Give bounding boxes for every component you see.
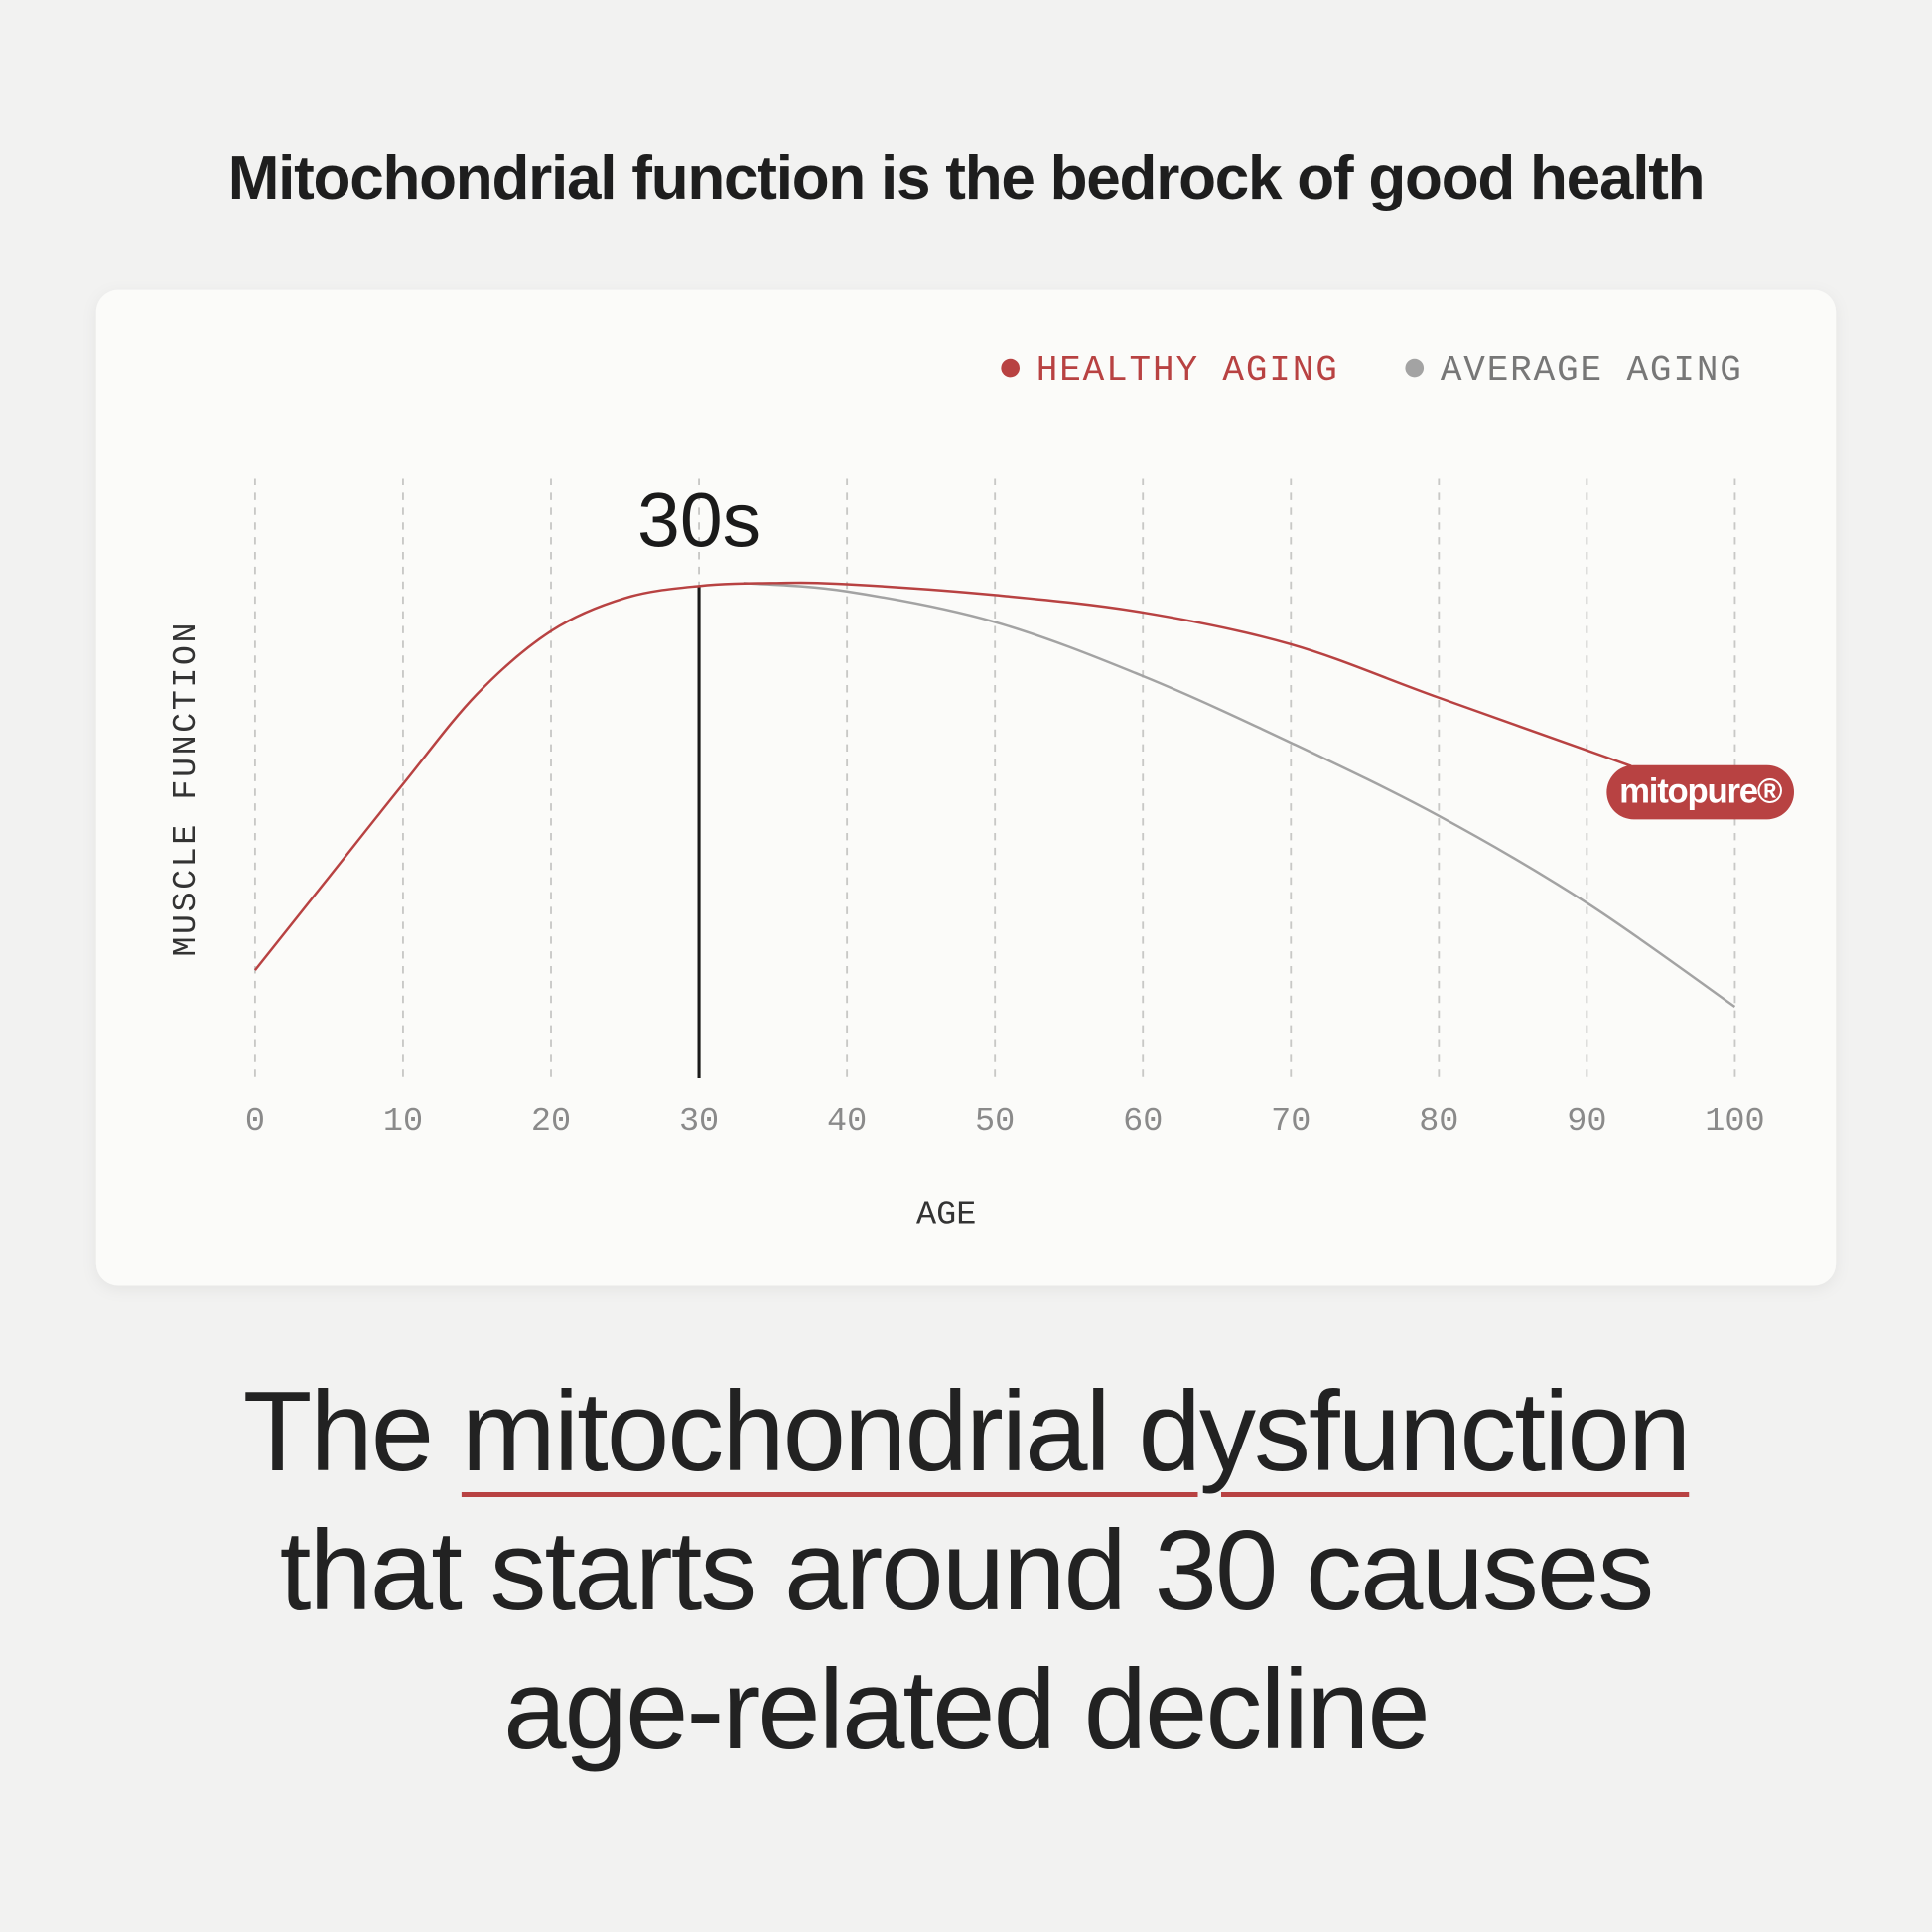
x-tick-label: 60 (1123, 1103, 1163, 1141)
series-line (743, 582, 1736, 1009)
x-tick-label: 30 (679, 1103, 719, 1141)
chart-card (95, 289, 1837, 1286)
caption-emphasis: mitochondrial dysfunction (461, 1369, 1691, 1495)
legend-marker (1405, 358, 1425, 378)
y-axis-label: MUSCLE FUNCTION (168, 621, 206, 957)
caption-line: The mitochondrial dysfunction (0, 1363, 1932, 1502)
caption-line: that starts around 30 causes (279, 1508, 1655, 1634)
x-tick-label: 70 (1271, 1103, 1311, 1141)
badge-label: mitopure® (1619, 772, 1783, 810)
legend-label: HEALTHY AGING (1036, 350, 1339, 391)
x-axis-label: AGE (916, 1197, 976, 1235)
x-tick-label: 90 (1567, 1103, 1606, 1141)
x-tick-label: 40 (827, 1103, 867, 1141)
legend-label: AVERAGE AGING (1441, 350, 1743, 391)
x-tick-label: 100 (1705, 1103, 1764, 1141)
x-tick-label: 50 (975, 1103, 1015, 1141)
chart-title: Mitochondrial function is the bedrock of… (228, 144, 1705, 212)
caption: The mitochondrial dysfunction that start… (0, 1363, 1932, 1780)
annotation-label: 30s (637, 478, 760, 563)
x-tick-label: 80 (1419, 1103, 1458, 1141)
caption-line: age-related decline (503, 1647, 1431, 1773)
plot-area: 0 10 20 30 40 50 60 70 80 90 100 AGE MUSCLE FUNCTION… (168, 350, 1794, 1235)
x-tick-label: 20 (531, 1103, 571, 1141)
legend-marker (1001, 358, 1020, 378)
caption-lead: The (242, 1369, 434, 1495)
series-line (253, 581, 1632, 971)
x-tick-label: 0 (245, 1103, 265, 1141)
badge (1606, 764, 1794, 820)
x-tick-label: 10 (383, 1103, 423, 1141)
